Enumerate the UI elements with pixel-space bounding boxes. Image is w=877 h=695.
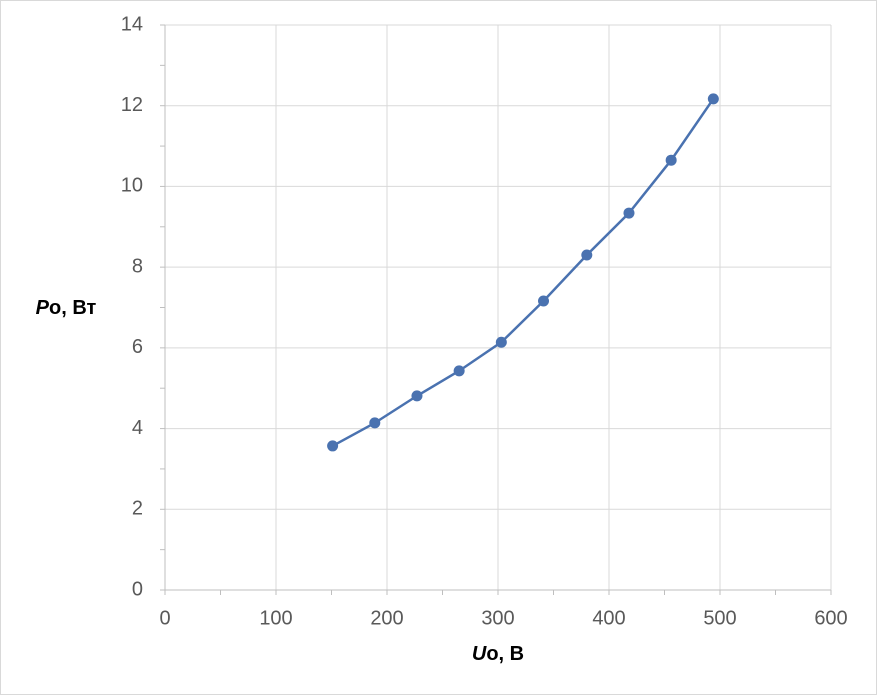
data-point bbox=[453, 365, 465, 377]
series-line bbox=[332, 98, 715, 448]
x-tick-label: 400 bbox=[592, 607, 625, 629]
x-label-rest: o, В bbox=[486, 643, 524, 665]
x-label-italic: U bbox=[472, 643, 487, 665]
data-point bbox=[495, 336, 507, 348]
x-tick-label: 300 bbox=[481, 607, 514, 629]
y-tick-label: 10 bbox=[121, 175, 143, 197]
y-axis-label: Po, Вт bbox=[36, 297, 97, 319]
data-point bbox=[369, 417, 381, 429]
x-tick-label: 200 bbox=[370, 607, 403, 629]
x-axis-label: Uo, В bbox=[472, 643, 524, 665]
x-tick-label: 100 bbox=[259, 607, 292, 629]
data-point bbox=[327, 440, 339, 452]
data-point bbox=[411, 390, 423, 402]
y-tick-label: 6 bbox=[132, 336, 143, 358]
data-point bbox=[538, 295, 550, 307]
data-point bbox=[665, 154, 677, 166]
data-point bbox=[707, 93, 719, 105]
y-label-rest: o, Вт bbox=[49, 297, 97, 319]
x-tick-label: 0 bbox=[159, 607, 170, 629]
y-tick-label: 0 bbox=[132, 578, 143, 600]
x-tick-label: 500 bbox=[703, 607, 736, 629]
x-tick-label: 600 bbox=[814, 607, 847, 629]
y-tick-label: 14 bbox=[121, 13, 143, 35]
data-point bbox=[623, 207, 635, 219]
y-tick-label: 8 bbox=[132, 255, 143, 277]
data-point bbox=[581, 249, 593, 261]
y-label-italic: P bbox=[36, 297, 50, 319]
y-tick-label: 12 bbox=[121, 94, 143, 116]
y-tick-label: 2 bbox=[132, 498, 143, 520]
y-tick-label: 4 bbox=[132, 417, 143, 439]
